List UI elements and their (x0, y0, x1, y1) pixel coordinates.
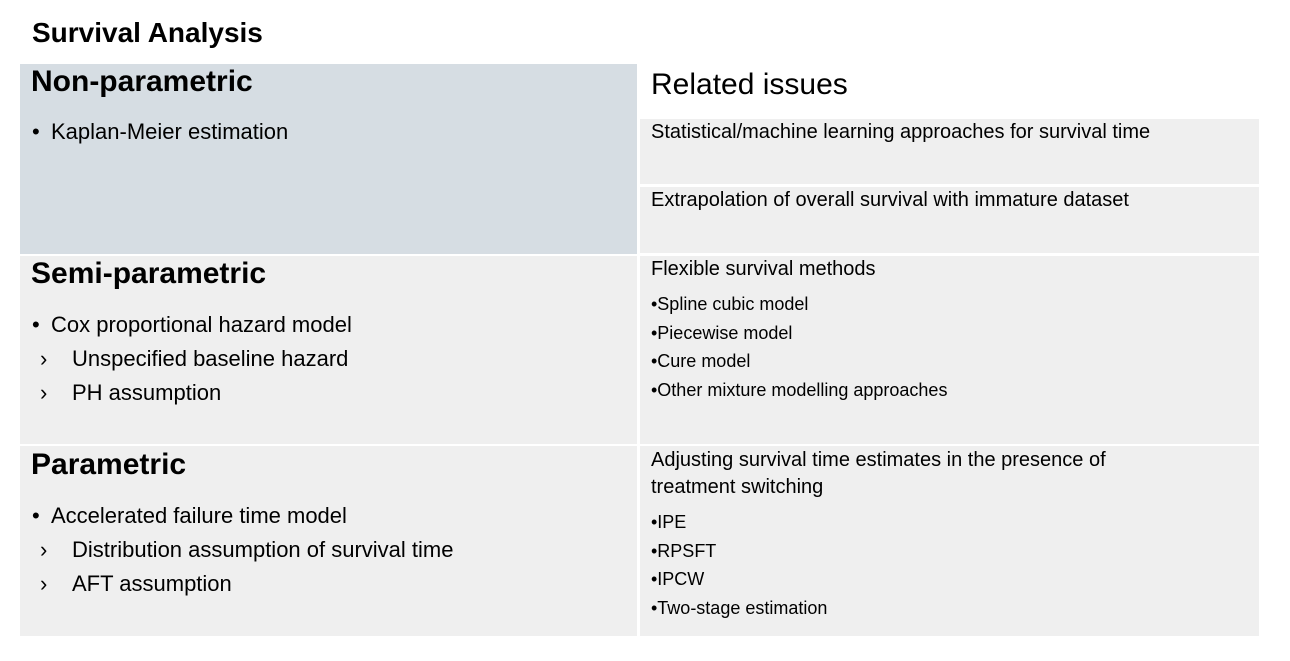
bullet-glyph: • (32, 312, 40, 337)
chevron-right-icon: › (40, 346, 48, 371)
chevron-right-icon: › (40, 380, 48, 405)
method-item: • Accelerated failure time model (32, 499, 453, 533)
chevron-right-icon: › (40, 571, 48, 596)
related-title-line: treatment switching (651, 476, 824, 498)
method-item: • Kaplan-Meier estimation (32, 115, 288, 149)
related-list-item: •IPCW (651, 569, 705, 589)
parametric-cell: Parametric • Accelerated failure time mod… (20, 446, 637, 636)
method-item-text: Kaplan-Meier estimation (51, 119, 289, 144)
related-list-item: •Piecewise model (651, 322, 793, 343)
related-cell-extrapolation: Extrapolation of overall survival with i… (640, 187, 1259, 253)
sub-item: › PH assumption (32, 376, 352, 410)
related-list-item: •Cure model (651, 351, 751, 371)
nonparametric-list: • Kaplan-Meier estimation (32, 115, 288, 149)
semiparametric-cell: Semi-parametric • Cox proportional hazard… (20, 256, 637, 444)
parametric-list: • Accelerated failure time model › Distrib… (32, 499, 453, 601)
method-item-text: Cox proportional hazard model (51, 312, 352, 337)
sub-item-text: AFT assumption (72, 571, 232, 596)
related-list-item: •Spline cubic model (651, 294, 809, 314)
related-title: Extrapolation of overall survival with i… (651, 189, 1129, 211)
bullet-glyph: • (32, 503, 40, 528)
page-title: Survival Analysis (32, 17, 263, 48)
sub-item: › Distribution assumption of survival tim… (32, 533, 453, 567)
sub-item-text: Distribution assumption of survival time (72, 537, 454, 562)
sub-item: › Unspecified baseline hazard (32, 342, 352, 376)
method-item: • Cox proportional hazard model (32, 308, 352, 342)
related-list-item: •Other mixture modelling approaches (651, 379, 948, 400)
related-cell-treatment-switching: Adjusting survival time estimates in the… (640, 446, 1259, 636)
bullet-glyph: • (32, 119, 40, 144)
related-cell-flexible: Flexible survival methods •Spline cubic … (640, 256, 1259, 444)
related-list-item: •Two-stage estimation (651, 597, 828, 618)
related-issues-heading: Related issues (651, 68, 848, 101)
related-title: Statistical/machine learning approaches … (651, 121, 1151, 143)
parametric-heading: Parametric (31, 448, 187, 481)
sub-item-text: Unspecified baseline hazard (72, 346, 349, 371)
related-list: •Spline cubic model •Piecewise model •Cu… (651, 290, 947, 404)
related-title: Flexible survival methods (651, 258, 876, 280)
related-cell-ml: Statistical/machine learning approaches … (640, 119, 1259, 184)
method-item-text: Accelerated failure time model (51, 503, 347, 528)
sub-item: › AFT assumption (32, 567, 453, 601)
related-list-item: •RPSFT (651, 540, 717, 561)
semiparametric-heading: Semi-parametric (31, 257, 267, 290)
sub-item-text: PH assumption (72, 380, 222, 405)
related-list: •IPE •RPSFT •IPCW •Two-stage estimation (651, 508, 827, 622)
related-list-item: •IPE (651, 512, 687, 532)
nonparametric-cell: Non-parametric • Kaplan-Meier estimation (20, 64, 637, 254)
nonparametric-heading: Non-parametric (31, 65, 253, 98)
chevron-right-icon: › (40, 537, 48, 562)
related-title-line: Adjusting survival time estimates in the… (651, 449, 1106, 471)
semiparametric-list: • Cox proportional hazard model › Unspecif… (32, 308, 352, 410)
